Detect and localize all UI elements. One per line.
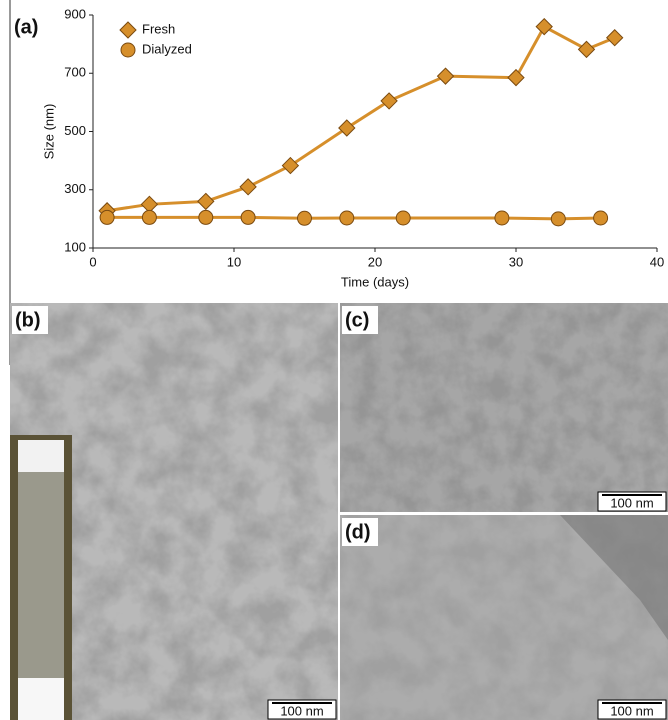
marker-circle	[396, 211, 410, 225]
marker-circle	[142, 210, 156, 224]
scale-bar-label: 100 nm	[280, 703, 323, 718]
vial-cap	[18, 440, 64, 472]
marker-diamond	[282, 158, 298, 174]
marker-diamond	[508, 70, 524, 86]
marker-circle	[121, 43, 135, 57]
marker-diamond	[141, 196, 157, 212]
x-tick-label: 30	[509, 254, 523, 269]
figure: (a) 100 300 500 700 900 0 10 20 30 40 Time (days) S…	[0, 0, 668, 720]
marker-circle	[495, 211, 509, 225]
panel-label: (c)	[345, 309, 369, 331]
panel-label: (b)	[15, 309, 41, 331]
x-tick-label: 0	[89, 254, 96, 269]
scale-bar-label: 100 nm	[610, 703, 653, 718]
y-axis-label: Size (nm)	[41, 104, 56, 160]
marker-circle	[100, 210, 114, 224]
legend-label: Dialyzed	[142, 41, 192, 56]
marker-diamond	[240, 179, 256, 195]
marker-circle	[199, 210, 213, 224]
x-axis-label: Time (days)	[341, 274, 409, 289]
panel-label: (a)	[14, 16, 38, 38]
marker-diamond	[438, 68, 454, 84]
y-tick-label: 500	[64, 123, 86, 138]
legend-label: Fresh	[142, 21, 175, 36]
marker-diamond	[536, 19, 552, 35]
marker-circle	[594, 211, 608, 225]
vial-sediment	[18, 678, 64, 720]
marker-diamond	[579, 41, 595, 57]
scale-bar-label: 100 nm	[610, 495, 653, 510]
y-tick-label: 900	[64, 6, 86, 21]
marker-circle	[340, 211, 354, 225]
marker-diamond	[120, 22, 136, 38]
y-tick-label: 300	[64, 181, 86, 196]
marker-diamond	[381, 93, 397, 109]
marker-circle	[551, 212, 565, 226]
x-tick-label: 10	[227, 254, 241, 269]
marker-diamond	[198, 193, 214, 209]
x-tick-label: 40	[650, 254, 664, 269]
x-tick-label: 20	[368, 254, 382, 269]
marker-diamond	[339, 120, 355, 136]
marker-diamond	[607, 30, 623, 46]
y-tick-label: 700	[64, 65, 86, 80]
marker-circle	[241, 210, 255, 224]
marker-circle	[298, 211, 312, 225]
panel-label: (d)	[345, 521, 371, 543]
y-tick-label: 100	[64, 239, 86, 254]
micrograph-texture	[340, 303, 668, 512]
